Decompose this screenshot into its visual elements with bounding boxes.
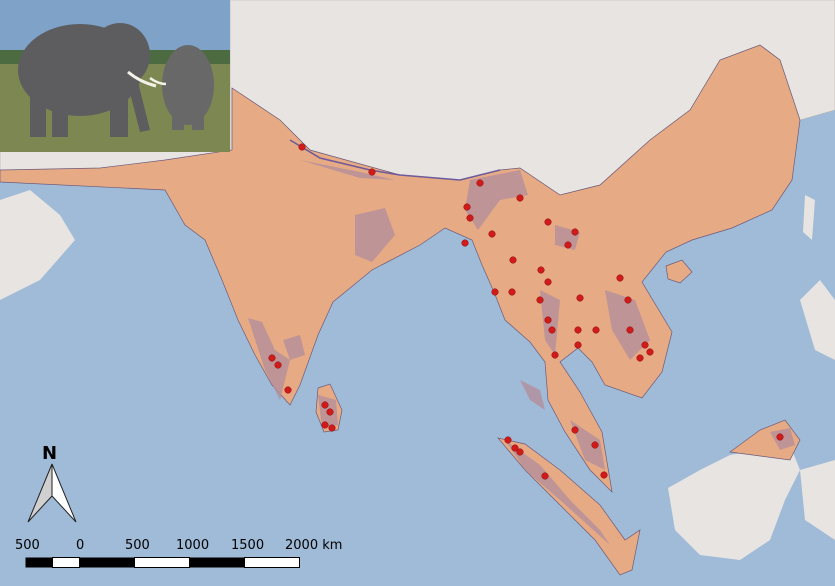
scale-label: 2000 km <box>285 538 343 553</box>
scale-label: 500 <box>15 538 40 553</box>
occurrence-point <box>641 341 649 349</box>
occurrence-point <box>284 386 292 394</box>
occurrence-point <box>571 426 579 434</box>
occurrence-point <box>268 354 276 362</box>
occurrence-points <box>268 143 784 480</box>
occurrence-point <box>536 296 544 304</box>
occurrence-point <box>491 288 499 296</box>
inset-photo <box>0 0 230 152</box>
occurrence-point <box>504 436 512 444</box>
occurrence-point <box>541 472 549 480</box>
occurrence-point <box>516 194 524 202</box>
occurrence-point <box>463 203 471 211</box>
occurrence-point <box>321 421 329 429</box>
occurrence-point <box>636 354 644 362</box>
occurrence-point <box>508 288 516 296</box>
scale-bar-segments <box>25 557 300 568</box>
north-arrow-icon <box>27 463 77 523</box>
occurrence-point <box>321 401 329 409</box>
north-arrow-label: N <box>42 443 58 464</box>
occurrence-point <box>544 278 552 286</box>
occurrence-point <box>544 316 552 324</box>
occurrence-point <box>646 348 654 356</box>
occurrence-point <box>624 296 632 304</box>
occurrence-point <box>571 228 579 236</box>
occurrence-point <box>328 424 336 432</box>
elephant-range <box>0 44 801 494</box>
occurrence-point <box>574 326 582 334</box>
scale-label: 500 <box>125 538 150 553</box>
occurrence-point <box>576 294 584 302</box>
occurrence-point <box>551 351 559 359</box>
occurrence-point <box>544 218 552 226</box>
occurrence-point <box>591 441 599 449</box>
scale-label: 1000 <box>176 538 210 553</box>
occurrence-point <box>511 444 519 452</box>
occurrence-point <box>466 214 474 222</box>
occurrence-point <box>509 256 517 264</box>
elephant-icon <box>18 23 214 137</box>
occurrence-point <box>298 143 306 151</box>
land-philippines <box>800 195 835 540</box>
occurrence-point <box>368 168 376 176</box>
occurrence-point <box>461 239 469 247</box>
scale-label: 1500 <box>231 538 265 553</box>
occurrence-point <box>626 326 634 334</box>
occurrence-point <box>476 179 484 187</box>
scale-label: 0 <box>76 538 85 553</box>
occurrence-point <box>537 266 545 274</box>
occurrence-point <box>564 241 572 249</box>
land-arabia <box>0 190 75 300</box>
occurrence-point <box>600 471 608 479</box>
occurrence-point <box>616 274 624 282</box>
occurrence-point <box>326 408 334 416</box>
occurrence-point <box>776 433 784 441</box>
hainan <box>665 259 693 284</box>
occurrence-point <box>516 448 524 456</box>
occurrence-point <box>274 361 282 369</box>
occurrence-point <box>548 326 556 334</box>
land-borneo <box>668 445 800 560</box>
occurrence-point <box>574 341 582 349</box>
himalaya-border <box>289 139 501 181</box>
occurrence-point <box>488 230 496 238</box>
occurrence-point <box>592 326 600 334</box>
